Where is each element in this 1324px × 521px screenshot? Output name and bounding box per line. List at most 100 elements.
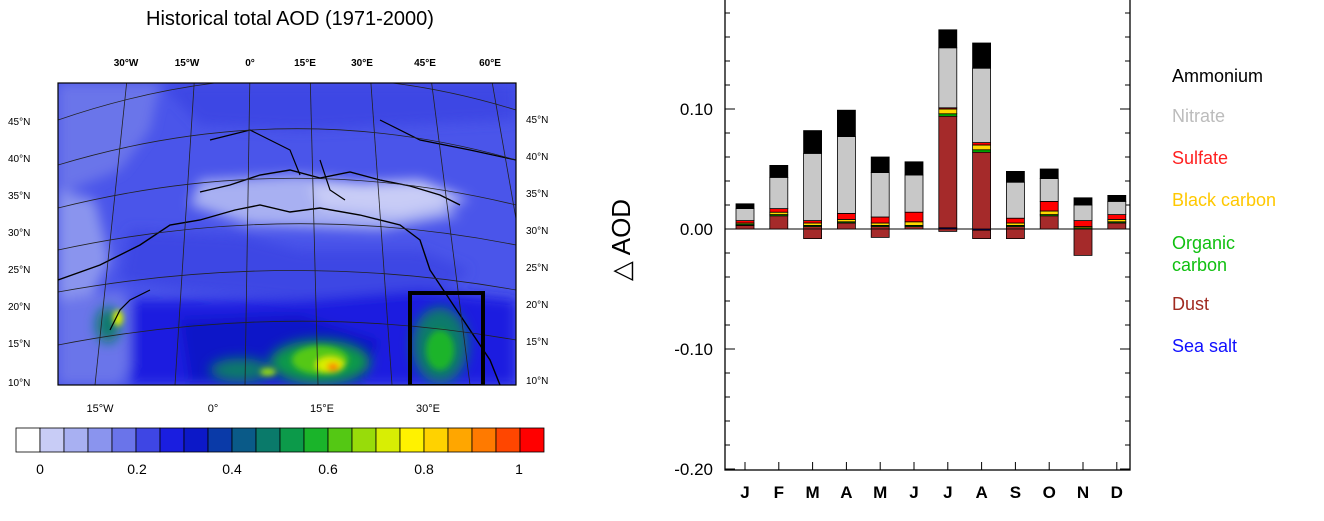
left-lat-label: 20°N xyxy=(8,302,30,313)
colorbar-swatch xyxy=(111,427,137,453)
bar-segment xyxy=(972,229,992,239)
aod-map: 30°W 15°W 0° 15°E 30°E 45°E 60°E 15°W 0°… xyxy=(8,58,548,477)
legend-entry: Organic carbon xyxy=(1172,233,1236,275)
x-tick-label: J xyxy=(943,483,952,502)
right-lat-label: 45°N xyxy=(526,115,548,126)
bar-segment xyxy=(836,136,856,214)
colorbar-label: 0.6 xyxy=(318,461,338,477)
left-lat-label: 40°N xyxy=(8,154,30,165)
bar-segment xyxy=(836,109,856,137)
bar-segment xyxy=(769,215,789,230)
bar-segment xyxy=(972,42,992,69)
aod-bar-chart: 0.10 0.00 -0.10 -0.20 J F M A M J J A S O N D △ AOD xyxy=(606,0,1131,502)
colorbar-label: 0.4 xyxy=(222,461,242,477)
bar-segment xyxy=(1039,178,1059,202)
legend-entry: Sulfate xyxy=(1172,148,1229,168)
bar-segment xyxy=(836,212,856,220)
right-lat-label: 25°N xyxy=(526,263,548,274)
colorbar-swatch xyxy=(303,427,329,453)
colorbar xyxy=(15,427,545,453)
bar-segment xyxy=(972,144,992,151)
bar-segment xyxy=(870,228,890,238)
x-tick-label: F xyxy=(774,483,784,502)
plot-frame xyxy=(724,0,1131,471)
colorbar-swatch xyxy=(471,427,497,453)
x-tick-label: A xyxy=(840,483,852,502)
bar-segment xyxy=(972,151,992,230)
bar-segment xyxy=(1039,200,1059,212)
bar-segment xyxy=(938,108,958,115)
bar-segment xyxy=(1107,214,1127,220)
x-tick-label: N xyxy=(1077,483,1089,502)
y-tick-label: -0.20 xyxy=(674,460,713,479)
colorbar-swatch xyxy=(447,427,473,453)
colorbar-swatch xyxy=(327,427,353,453)
top-lon-label: 30°W xyxy=(114,58,139,69)
bar-segment xyxy=(803,152,823,221)
colorbar-swatch xyxy=(495,427,521,453)
colorbar-swatch xyxy=(519,427,545,453)
right-lat-label: 15°N xyxy=(526,337,548,348)
bar-segment xyxy=(1073,220,1093,228)
bar-segment xyxy=(938,47,958,109)
x-tick-label: M xyxy=(873,483,887,502)
bar-segment xyxy=(870,156,890,173)
bar-segment xyxy=(972,67,992,143)
x-tick-label: O xyxy=(1043,483,1056,502)
x-tick-label: D xyxy=(1111,483,1123,502)
bar-segment xyxy=(904,211,924,223)
colorbar-label: 1 xyxy=(515,461,523,477)
bar-segment xyxy=(1039,215,1059,230)
bar-segment xyxy=(1107,194,1127,202)
legend-entry: Sea salt xyxy=(1172,336,1238,356)
bottom-lon-label: 30°E xyxy=(416,403,440,415)
colorbar-swatch xyxy=(375,427,401,453)
bar-segment xyxy=(904,174,924,213)
colorbar-label: 0 xyxy=(36,461,44,477)
bar-segment xyxy=(735,203,755,210)
colorbar-swatch xyxy=(423,427,449,453)
colorbar-swatch xyxy=(279,427,305,453)
x-tick-label: S xyxy=(1010,483,1021,502)
right-lat-label: 10°N xyxy=(526,376,548,387)
right-lat-label: 20°N xyxy=(526,300,548,311)
colorbar-label: 0.8 xyxy=(414,461,434,477)
bar-segment xyxy=(1073,204,1093,221)
colorbar-swatch xyxy=(159,427,185,453)
colorbar-swatch xyxy=(207,427,233,453)
colorbar-swatch xyxy=(399,427,425,453)
left-lat-label: 15°N xyxy=(8,339,30,350)
bar-segment xyxy=(836,222,856,230)
colorbar-label: 0.2 xyxy=(127,461,147,477)
bar-segment xyxy=(1107,200,1127,215)
left-lat-label: 45°N xyxy=(8,117,30,128)
left-lat-label: 25°N xyxy=(8,265,30,276)
bar-segment xyxy=(904,221,924,226)
bar-segment xyxy=(803,130,823,154)
bar-segment xyxy=(735,224,755,230)
y-tick-label: 0.10 xyxy=(680,100,713,119)
colorbar-swatch xyxy=(63,427,89,453)
x-tick-label: M xyxy=(806,483,820,502)
bar-segment xyxy=(870,216,890,224)
top-lon-label: 15°E xyxy=(294,58,316,69)
bar-segment xyxy=(1005,181,1025,219)
bar-segment xyxy=(938,115,958,229)
colorbar-swatch xyxy=(351,427,377,453)
map-field xyxy=(58,83,516,385)
y-tick-label: 0.00 xyxy=(680,220,713,239)
bar-segment xyxy=(1039,168,1059,180)
right-lat-label: 30°N xyxy=(526,226,548,237)
highlight-box xyxy=(408,291,485,385)
bar-segment xyxy=(769,208,789,213)
colorbar-swatch xyxy=(87,427,113,453)
bar-segment xyxy=(904,161,924,176)
y-tick-label: -0.10 xyxy=(674,340,713,359)
right-lat-label: 40°N xyxy=(526,152,548,163)
colorbar-swatch xyxy=(135,427,161,453)
top-lon-label: 30°E xyxy=(351,58,373,69)
bottom-lon-label: 15°E xyxy=(310,403,334,415)
bar-segment xyxy=(1073,228,1093,256)
bottom-lon-label: 15°W xyxy=(86,403,114,415)
legend-entry: Dust xyxy=(1172,294,1210,314)
